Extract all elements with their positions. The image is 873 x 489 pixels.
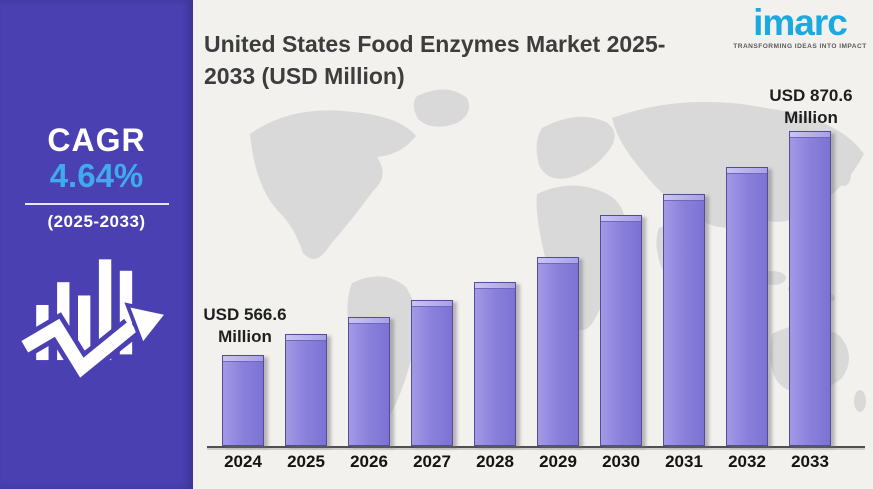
x-axis-label-2032: 2032 (728, 452, 766, 471)
x-axis-label-2029: 2029 (539, 452, 577, 471)
imarc-logo: imarc TRANSFORMING IDEAS INTO IMPACT (733, 2, 867, 50)
growth-trend-icon (18, 246, 173, 387)
chart-title: United States Food Enzymes Market 2025-2… (204, 31, 666, 90)
data-label-2033: USD 870.6 Million (751, 85, 871, 129)
bar-2027 (411, 300, 453, 446)
x-axis-label-2026: 2026 (350, 452, 388, 471)
data-label-2024: USD 566.6 Million (185, 304, 305, 348)
data-label-2033-unit: Million (784, 108, 838, 128)
cagr-period: (2025-2033) (47, 212, 146, 232)
data-label-2033-value: USD 870.6 (769, 86, 853, 105)
bar-2032 (726, 167, 768, 446)
x-axis-label-2025: 2025 (287, 452, 325, 471)
x-axis-label-2027: 2027 (413, 452, 451, 471)
x-axis-line (207, 446, 865, 448)
x-axis-label-2024: 2024 (224, 452, 262, 471)
x-axis-label-2030: 2030 (602, 452, 640, 471)
bar-2030 (600, 215, 642, 446)
bar-2031 (663, 194, 705, 446)
divider-line (24, 203, 169, 206)
imarc-logo-tagline: TRANSFORMING IDEAS INTO IMPACT (733, 42, 867, 50)
sidebar: CAGR 4.64% (2025-2033) (0, 0, 193, 489)
cagr-value: 4.64% (49, 157, 144, 194)
bar-2025 (285, 334, 327, 446)
imarc-logo-wordmark: imarc (753, 2, 848, 43)
x-axis-label-2028: 2028 (476, 452, 514, 471)
bar-2028 (474, 282, 516, 446)
cagr-label: CAGR (47, 122, 146, 158)
bar-2024 (222, 355, 264, 446)
data-label-2024-value: USD 566.6 (203, 305, 287, 324)
x-axis-label-2031: 2031 (665, 452, 703, 471)
bar-2029 (537, 257, 579, 446)
bar-2026 (348, 317, 390, 446)
bar-2033 (789, 131, 831, 446)
x-axis-label-2033: 2033 (791, 452, 829, 471)
data-label-2024-unit: Million (218, 327, 272, 347)
